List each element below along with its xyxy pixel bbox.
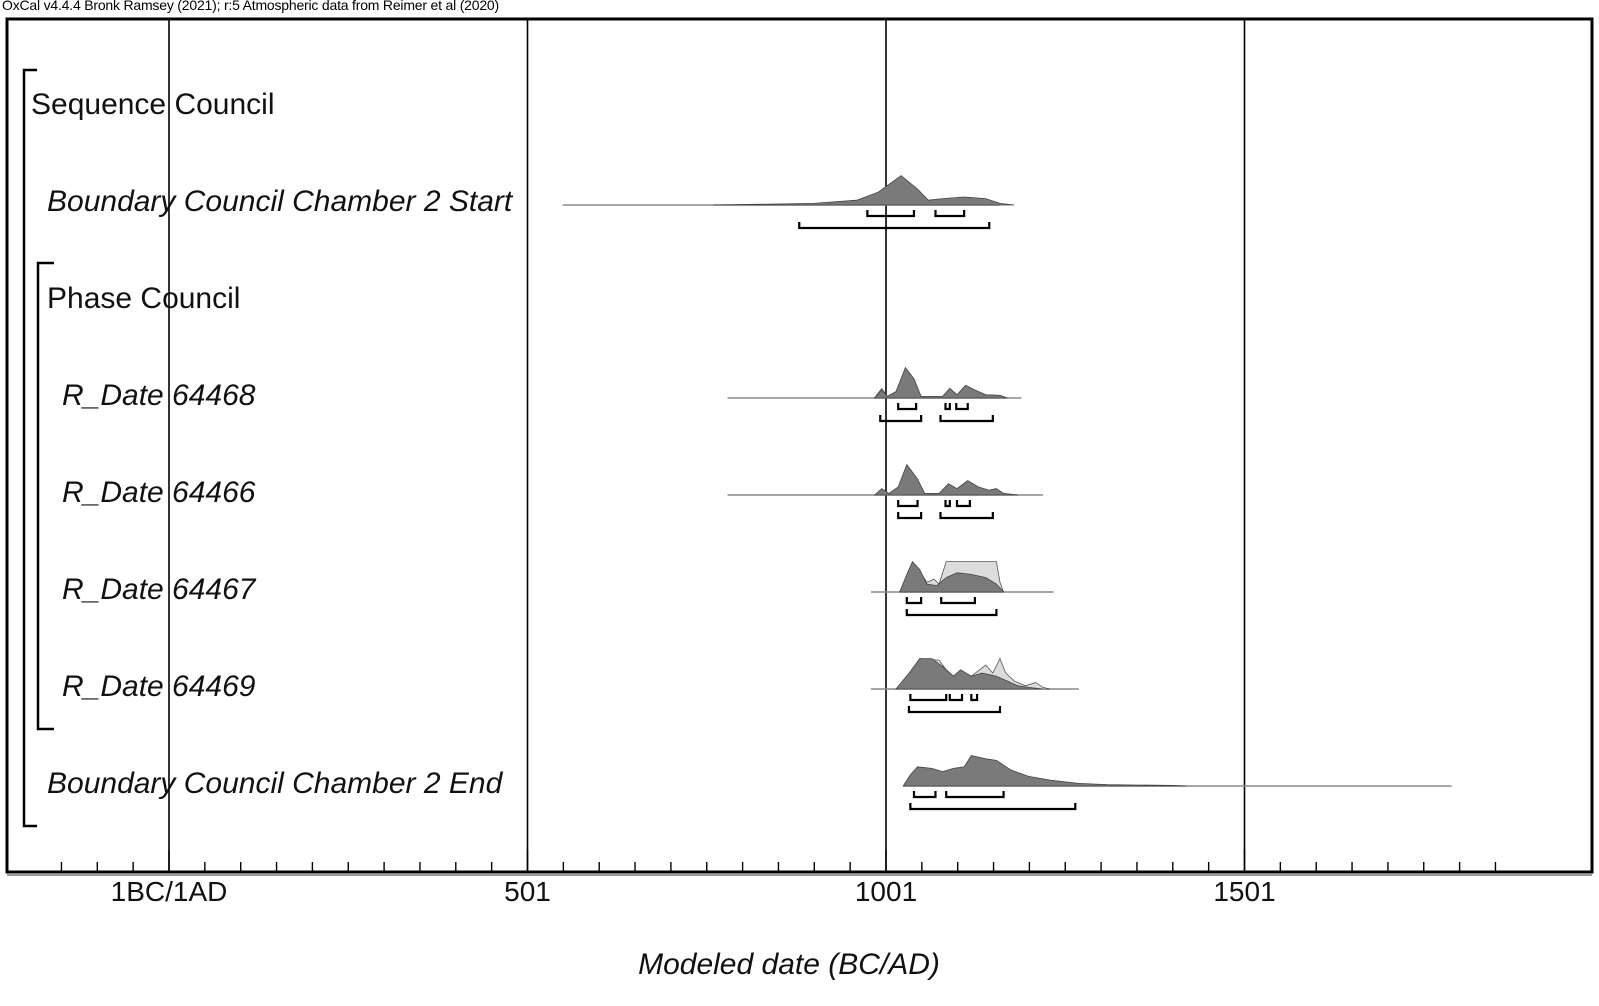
- row-label-phase-council: Phase Council: [47, 282, 241, 315]
- distribution-r-date-64466: [727, 463, 1044, 520]
- hpd-68-range: [955, 500, 971, 508]
- row-label-sequence-council: Sequence Council: [31, 88, 275, 121]
- row-label-r-date-64467: R_Date 64467: [62, 573, 256, 606]
- phase-bracket: [36, 261, 54, 731]
- distribution-r-date-64468: [727, 366, 1022, 423]
- row-label-r-date-64466: R_Date 64466: [62, 476, 256, 509]
- hpd-95-range: [939, 415, 994, 423]
- plot-frame: [5, 17, 1594, 876]
- distribution-boundary-council-chamber-2-start: [562, 175, 1015, 230]
- row-label-boundary-council-chamber-2-start: Boundary Council Chamber 2 Start: [47, 185, 513, 218]
- hpd-95-range: [939, 512, 994, 520]
- distribution-r-date-64467: [870, 560, 1054, 617]
- hpd-68-range: [934, 210, 966, 218]
- x-tick-label-1: 501: [504, 876, 551, 907]
- chart-header-title: OxCal v4.4.4 Bronk Ramsey (2021); r:5 At…: [2, 0, 499, 13]
- row-label-boundary-council-chamber-2-end: Boundary Council Chamber 2 End: [47, 767, 503, 800]
- hpd-68-range: [945, 791, 1005, 799]
- hpd-68-range: [944, 500, 951, 508]
- posterior-area: [873, 463, 1018, 496]
- posterior-area: [873, 366, 1008, 399]
- gridlines: [168, 19, 1246, 872]
- distribution-r-date-64469: [870, 657, 1079, 714]
- hpd-68-range: [955, 403, 969, 411]
- distribution-boundary-council-chamber-2-end: [902, 755, 1452, 811]
- hpd-95-range: [798, 222, 991, 230]
- hpd-68-range: [866, 210, 916, 218]
- hpd-68-range: [912, 791, 937, 799]
- posterior-area: [902, 755, 1187, 787]
- hpd-95-range: [879, 415, 923, 423]
- hpd-68-range: [944, 403, 951, 411]
- hpd-68-range: [970, 694, 979, 702]
- frame-border: [5, 17, 1594, 874]
- x-tick-label-3: 1501: [1213, 876, 1276, 907]
- x-tick-label-2: 1001: [854, 876, 918, 907]
- posterior-area: [895, 658, 1044, 690]
- posterior-area: [713, 175, 1015, 206]
- hpd-95-range: [909, 803, 1077, 811]
- hpd-68-range: [940, 597, 977, 605]
- group-brackets: [22, 68, 54, 828]
- hpd-68-range: [905, 597, 923, 605]
- row-label-r-date-64468: R_Date 64468: [62, 379, 256, 412]
- hpd-95-range: [905, 609, 998, 617]
- row-label-r-date-64469: R_Date 64469: [62, 670, 256, 703]
- hpd-68-range: [948, 694, 964, 702]
- hpd-95-range: [907, 706, 1002, 714]
- posterior-area: [899, 560, 1005, 593]
- hpd-68-range: [897, 500, 919, 508]
- sequence-bracket: [22, 68, 37, 828]
- hpd-95-range: [897, 512, 923, 520]
- hpd-68-range: [909, 694, 948, 702]
- distributions: [562, 175, 1452, 811]
- hpd-68-range: [897, 403, 918, 411]
- x-axis-title: Modeled date (BC/AD): [638, 948, 940, 981]
- x-tick-label-0: 1BC/1AD: [110, 876, 228, 907]
